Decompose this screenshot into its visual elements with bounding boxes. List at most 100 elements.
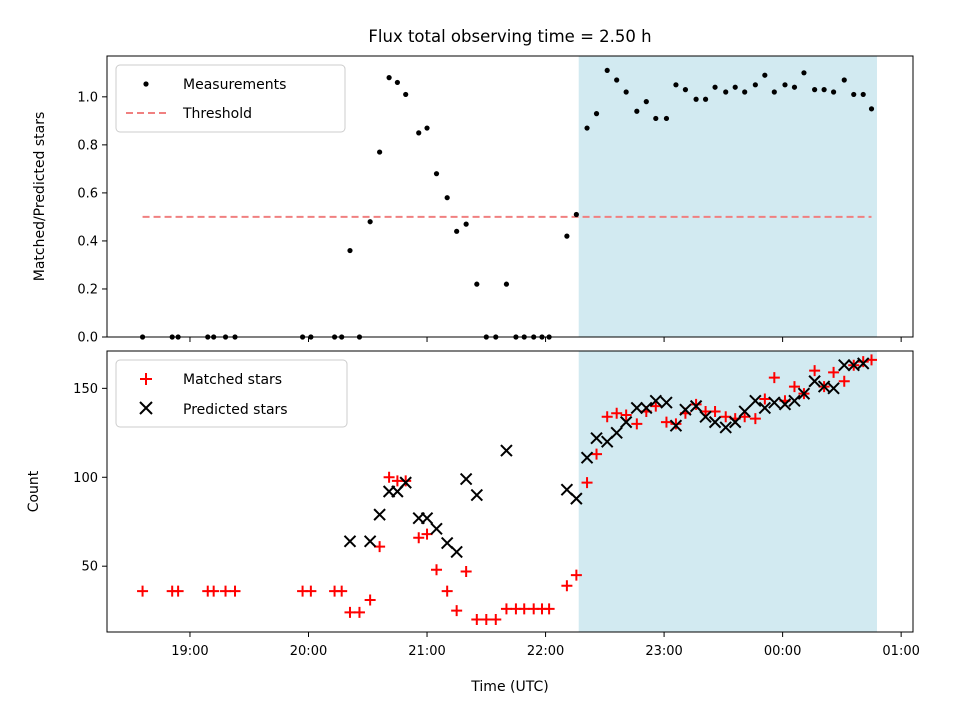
matched-star-point <box>759 393 771 405</box>
matched-star-point <box>838 375 850 387</box>
measurement-point <box>791 84 798 90</box>
matched-star-point <box>353 606 365 618</box>
predicted-star-point <box>430 522 443 536</box>
chart-title: Flux total observing time = 2.50 h <box>368 27 651 46</box>
measurement-point <box>503 281 510 287</box>
matched-star-point <box>413 532 425 544</box>
predicted-star-point <box>768 396 781 409</box>
matched-star-point <box>670 418 682 430</box>
measurement-point <box>830 89 837 95</box>
xtick-label: 00:00 <box>764 644 801 659</box>
measurement-point <box>860 91 866 98</box>
matched-star-point <box>788 381 800 393</box>
xtick-label: 22:00 <box>527 644 564 659</box>
predicted-star-point <box>640 401 653 415</box>
measurement-point <box>762 72 768 78</box>
matched-star-point <box>471 614 483 626</box>
predicted-star-point <box>420 511 434 525</box>
measurement-point <box>444 195 450 201</box>
measurement-point <box>812 87 818 93</box>
matched-star-point <box>336 585 348 597</box>
legend-predicted-label: Predicted stars <box>183 402 288 418</box>
predicted-star-point <box>343 535 357 548</box>
measurement-point <box>868 106 875 112</box>
predicted-star-point <box>689 399 703 413</box>
predicted-star-point <box>699 410 712 424</box>
measurement-point <box>752 82 758 88</box>
matched-star-point <box>344 606 356 618</box>
matched-star-point <box>451 605 463 617</box>
xtick-label: 23:00 <box>645 644 682 659</box>
predicted-star-point <box>619 415 633 429</box>
matched-star-point <box>709 405 721 417</box>
predicted-star-point <box>580 451 594 464</box>
counts-panel: 19:00 20:00 21:00 22:00 23:00 00:00 01:00 50 10… <box>26 350 920 659</box>
ratio-ytick-label: 0.4 <box>77 234 98 249</box>
ratio-ytick-label: 0.0 <box>77 331 98 346</box>
predicted-star-point <box>470 488 484 502</box>
chart-xlabel: Time (UTC) <box>470 679 548 695</box>
matched-star-point <box>305 585 317 597</box>
measurement-point <box>573 211 579 218</box>
predicted-star-point <box>399 476 412 489</box>
predicted-star-point <box>363 535 377 548</box>
matched-star-point <box>828 366 840 378</box>
xtick-label: 21:00 <box>408 644 445 659</box>
predicted-star-point <box>808 375 821 388</box>
matched-star-point <box>137 585 149 597</box>
predicted-star-point <box>817 380 831 393</box>
measurement-point <box>593 111 600 117</box>
measurement-point <box>564 233 570 239</box>
matched-star-point <box>581 477 593 489</box>
ratio-panel: 0.0 0.2 0.4 0.6 0.8 1.0 Matched/Predicted sta… <box>32 55 914 346</box>
predicted-star-point <box>758 401 772 415</box>
counts-ytick-label: 50 <box>81 560 98 575</box>
matched-star-point <box>220 585 232 597</box>
measurement-point <box>433 171 440 177</box>
matched-star-point <box>739 411 751 423</box>
measurement-point <box>347 247 353 254</box>
matched-star-point <box>383 471 395 483</box>
matched-star-point <box>631 418 643 430</box>
predicted-star-point <box>459 472 473 486</box>
ratio-axes-frame <box>106 55 914 338</box>
matched-star-point <box>720 411 732 423</box>
predicted-star-point <box>749 394 762 408</box>
matched-star-point <box>690 398 702 410</box>
matched-star-point <box>601 411 613 423</box>
predicted-star-point <box>679 403 692 416</box>
measurement-point <box>394 79 400 86</box>
matched-star-point <box>543 603 555 615</box>
matched-star-point <box>172 585 184 597</box>
counts-ytick-label: 150 <box>73 382 98 397</box>
measurement-point <box>643 99 649 105</box>
measurement-point <box>424 125 430 131</box>
measurement-point <box>584 125 590 131</box>
xtick-label: 20:00 <box>290 644 327 659</box>
matched-star-point <box>620 409 632 421</box>
predicted-star-point <box>649 394 662 408</box>
measurement-point <box>732 84 738 90</box>
measurement-point <box>682 87 689 93</box>
matched-star-point <box>700 405 712 417</box>
measurement-point <box>416 130 422 136</box>
counts-ylabel: Count <box>26 470 42 512</box>
legend-measurements-label: Measurements <box>183 77 286 93</box>
measurement-point <box>614 77 620 83</box>
legend-matched-marker <box>140 373 152 385</box>
measurement-point <box>403 91 409 98</box>
predicted-star-point <box>738 405 751 418</box>
measurement-point <box>851 91 857 98</box>
matched-star-point <box>364 594 376 606</box>
measurement-point <box>801 70 807 76</box>
measurement-point <box>386 75 392 81</box>
predicted-star-point <box>590 431 603 445</box>
matched-star-point <box>460 566 472 578</box>
xtick-label: 01:00 <box>882 644 919 659</box>
matched-star-point <box>421 528 433 540</box>
predicted-star-point <box>857 357 870 370</box>
matched-star-point <box>768 372 780 384</box>
legend-matched-label: Matched stars <box>183 372 282 388</box>
legend-measurements-marker <box>143 81 149 87</box>
legend-threshold-label: Threshold <box>182 106 252 122</box>
